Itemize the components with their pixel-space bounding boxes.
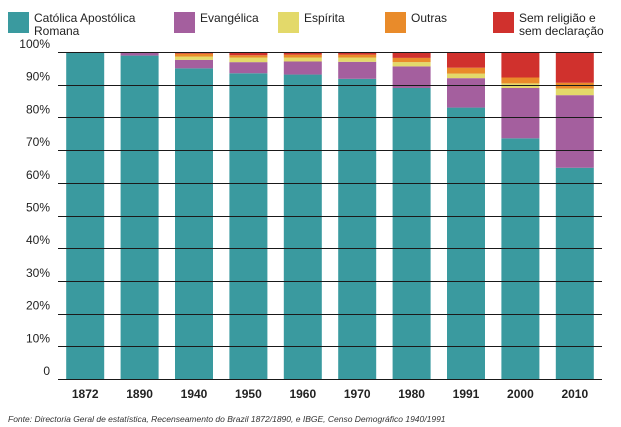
bar-segment-2010-series-0 xyxy=(555,167,594,379)
legend-swatch xyxy=(493,12,514,33)
legend-item: Sem religião e sem declaração xyxy=(493,12,604,38)
y-tick-label: 30% xyxy=(26,266,50,280)
bar-segment-1980-series-0 xyxy=(392,87,431,379)
bar-segment-1960-series-1 xyxy=(283,61,322,75)
bar-segment-1940-series-0 xyxy=(175,68,213,379)
legend-label: Católica Apostólica Romana xyxy=(34,11,136,38)
bar-segment-1991-series-3 xyxy=(447,67,485,74)
bar-segment-1970-series-2 xyxy=(338,57,377,62)
y-tick-label: 60% xyxy=(26,168,50,182)
y-tick-label: 0 xyxy=(43,364,50,378)
y-tick-label: 10% xyxy=(26,331,50,345)
bar-segment-1940-series-1 xyxy=(175,59,213,69)
y-tick-label: 70% xyxy=(26,135,50,149)
legend-item: Católica Apostólica Romana xyxy=(8,12,135,38)
legend-item: Espírita xyxy=(278,12,345,33)
bar-segment-2000-series-4 xyxy=(501,52,540,78)
bar-segment-1950-series-2 xyxy=(229,57,268,63)
bar-segment-1950-series-4 xyxy=(229,52,268,56)
legend-item: Evangélica xyxy=(174,12,259,33)
bars-group xyxy=(66,52,594,380)
legend-swatch xyxy=(8,12,29,33)
x-tick-label: 1970 xyxy=(344,387,371,401)
legend-label: Sem religião e sem declaração xyxy=(519,11,604,38)
bar-segment-1970-series-1 xyxy=(338,61,377,79)
bar-segment-1980-series-1 xyxy=(392,66,431,88)
bar-segment-2000-series-1 xyxy=(501,87,540,139)
legend-label: Evangélica xyxy=(200,11,259,25)
legend-label: Espírita xyxy=(304,11,345,25)
bar-segment-2010-series-4 xyxy=(555,52,594,83)
bar-segment-2000-series-3 xyxy=(501,77,540,84)
x-tick-label: 2000 xyxy=(507,387,534,401)
source-note: Fonte: Directoria Geral de estatística, … xyxy=(8,414,446,424)
bar-segment-1940-series-2 xyxy=(175,56,213,60)
bar-segment-2000-series-0 xyxy=(501,138,540,379)
bar-segment-2010-series-1 xyxy=(555,95,594,168)
y-tick-label: 40% xyxy=(26,233,50,247)
bar-segment-1980-series-2 xyxy=(392,62,431,67)
y-tick-label: 50% xyxy=(26,201,50,215)
bar-segment-1950-series-0 xyxy=(229,73,268,379)
bar-segment-1991-series-2 xyxy=(447,73,485,79)
bar-segment-1970-series-3 xyxy=(338,54,377,58)
y-tick-label: 80% xyxy=(26,102,50,116)
bar-segment-1890-series-1 xyxy=(120,52,159,56)
y-tick-label: 100% xyxy=(19,37,50,51)
legend-swatch xyxy=(278,12,299,33)
bar-segment-1991-series-0 xyxy=(447,107,485,379)
y-tick-label: 20% xyxy=(26,299,50,313)
bar-segment-1940-series-3 xyxy=(175,53,213,57)
x-tick-label: 2010 xyxy=(561,387,588,401)
bar-segment-1960-series-2 xyxy=(283,57,322,62)
y-tick-label: 90% xyxy=(26,70,50,84)
bar-segment-1960-series-0 xyxy=(283,74,322,380)
x-tick-label: 1950 xyxy=(235,387,262,401)
x-tick-label: 1890 xyxy=(126,387,153,401)
legend-swatch xyxy=(385,12,406,33)
bar-segment-1980-series-3 xyxy=(392,57,431,63)
bar-segment-1980-series-4 xyxy=(392,52,431,58)
x-tick-label: 1991 xyxy=(453,387,480,401)
x-tick-label: 1872 xyxy=(72,387,99,401)
legend-swatch xyxy=(174,12,195,33)
x-tick-label: 1940 xyxy=(181,387,208,401)
bar-segment-1872-series-0 xyxy=(66,52,105,379)
bar-segment-1890-series-0 xyxy=(120,55,159,380)
bar-segment-1950-series-3 xyxy=(229,55,268,58)
bar-segment-2010-series-2 xyxy=(555,88,594,96)
bar-segment-1991-series-1 xyxy=(447,78,485,108)
x-tick-label: 1980 xyxy=(398,387,425,401)
legend-label: Outras xyxy=(411,11,448,25)
bar-segment-1970-series-0 xyxy=(338,78,377,380)
x-tick-label: 1960 xyxy=(289,387,316,401)
bar-segment-1991-series-4 xyxy=(447,52,485,68)
bar-segment-1960-series-3 xyxy=(283,54,322,58)
gridlines-group xyxy=(58,52,602,380)
bar-segment-1950-series-1 xyxy=(229,62,268,74)
bar-segment-1970-series-4 xyxy=(338,52,377,55)
legend-item: Outras xyxy=(385,12,447,33)
bar-segment-1960-series-4 xyxy=(283,52,322,55)
